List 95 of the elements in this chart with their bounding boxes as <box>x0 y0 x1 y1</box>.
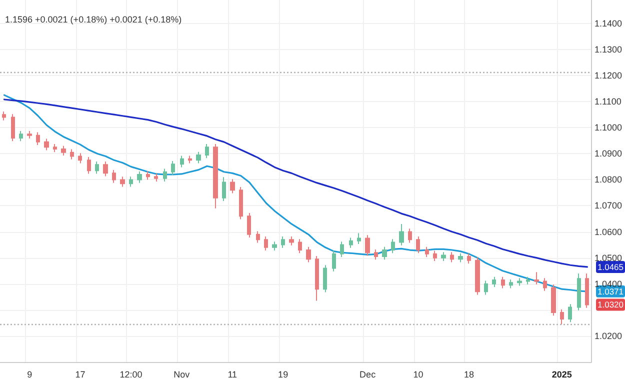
candlestick <box>61 145 66 156</box>
candlestick <box>458 252 463 263</box>
text: 1.1596 +0.0021 (+0.18%) +0.0021 (+0.18%) <box>5 14 182 24</box>
candlestick <box>349 237 353 248</box>
candlestick <box>154 172 158 182</box>
candlestick <box>78 152 82 164</box>
candlestick <box>222 176 226 202</box>
candlestick <box>475 256 480 296</box>
x-tick-label: 10 <box>413 370 424 379</box>
text: 1.0320 <box>598 300 624 310</box>
candlestick <box>11 114 15 142</box>
candlestick <box>484 280 488 296</box>
candlestick <box>543 278 547 292</box>
candlestick <box>577 272 581 311</box>
candlestick <box>213 144 218 209</box>
candlestick <box>467 252 471 264</box>
text: 1.0371 <box>598 286 624 296</box>
candlestick <box>239 186 243 220</box>
candlestick <box>323 264 327 293</box>
candlestick <box>306 246 311 263</box>
candlestick <box>44 138 49 151</box>
x-tick-label: Nov <box>174 370 190 379</box>
candlestick <box>298 238 302 254</box>
candlestick <box>492 276 496 288</box>
candlestick <box>585 272 589 308</box>
candlestick <box>247 212 251 238</box>
x-tick-label: 12:00 <box>120 370 142 379</box>
candlestick <box>256 230 260 244</box>
x-tick-label: 19 <box>278 370 288 379</box>
candlestick <box>205 144 209 159</box>
candlestick <box>27 130 32 140</box>
x-tick-label: Dec <box>360 370 376 379</box>
candlestick <box>399 223 404 246</box>
candlestick <box>441 252 446 262</box>
candlestick <box>146 170 150 180</box>
candlestick <box>534 272 539 285</box>
x-tick-label: 18 <box>464 370 474 379</box>
candlestick <box>450 252 454 263</box>
candlestick <box>391 238 395 254</box>
candlestick <box>95 160 99 174</box>
x-tick-label: 11 <box>228 370 238 379</box>
candlestick <box>526 276 530 285</box>
x-tick-label: 2025 <box>552 370 572 379</box>
candlestick <box>2 110 6 121</box>
candlestick <box>264 236 268 252</box>
y-tick-label: 1.1200 <box>594 70 622 81</box>
candlestick <box>53 144 57 153</box>
candlestick <box>103 160 108 177</box>
candlestick <box>332 250 336 272</box>
x-tick-label: 9 <box>27 370 32 379</box>
candlestick <box>19 130 23 142</box>
y-tick-label: 1.0600 <box>594 226 622 237</box>
candlestick <box>272 241 277 252</box>
candlestick <box>340 241 344 258</box>
candlestick <box>501 276 505 289</box>
candlestick <box>509 278 513 289</box>
candlestick <box>70 148 74 160</box>
candlestick <box>180 155 184 168</box>
candlestick <box>163 168 167 182</box>
candlestick <box>87 156 91 174</box>
candlestick <box>129 176 133 188</box>
candlestick <box>188 155 192 164</box>
candlestick <box>517 278 522 286</box>
candlestick <box>551 284 556 316</box>
candlestick <box>365 234 370 256</box>
candlestick <box>137 170 142 184</box>
candlestick <box>315 256 319 302</box>
y-tick-label: 1.1400 <box>594 18 622 28</box>
candlestick <box>568 304 572 323</box>
candlestick <box>196 151 201 164</box>
y-tick-label: 1.0500 <box>594 252 622 263</box>
y-tick-label: 1.0700 <box>594 200 622 211</box>
candlestick <box>560 308 564 325</box>
y-tick-label: 1.1300 <box>594 44 622 54</box>
y-tick-label: 1.0900 <box>594 148 622 159</box>
candlestick <box>120 176 125 188</box>
candlestick <box>433 250 437 262</box>
candlestick <box>281 236 285 248</box>
y-tick-label: 1.0800 <box>594 174 622 185</box>
candlestick <box>171 160 175 176</box>
text: 1.0465 <box>598 262 624 272</box>
candlestick <box>416 236 420 254</box>
y-tick-label: 1.0200 <box>594 330 622 341</box>
x-tick-label: 17 <box>75 370 86 379</box>
candlestick <box>112 170 116 184</box>
candlestick <box>357 232 361 245</box>
y-tick-label: 1.1000 <box>594 122 622 133</box>
y-tick-label: 1.1100 <box>594 96 622 107</box>
candlestick <box>289 236 294 246</box>
candlestick <box>408 228 412 244</box>
candlestick <box>36 132 40 146</box>
candlestick <box>382 246 387 260</box>
candlestick <box>374 248 378 260</box>
candlestick <box>230 178 235 194</box>
candlestick <box>425 246 429 258</box>
